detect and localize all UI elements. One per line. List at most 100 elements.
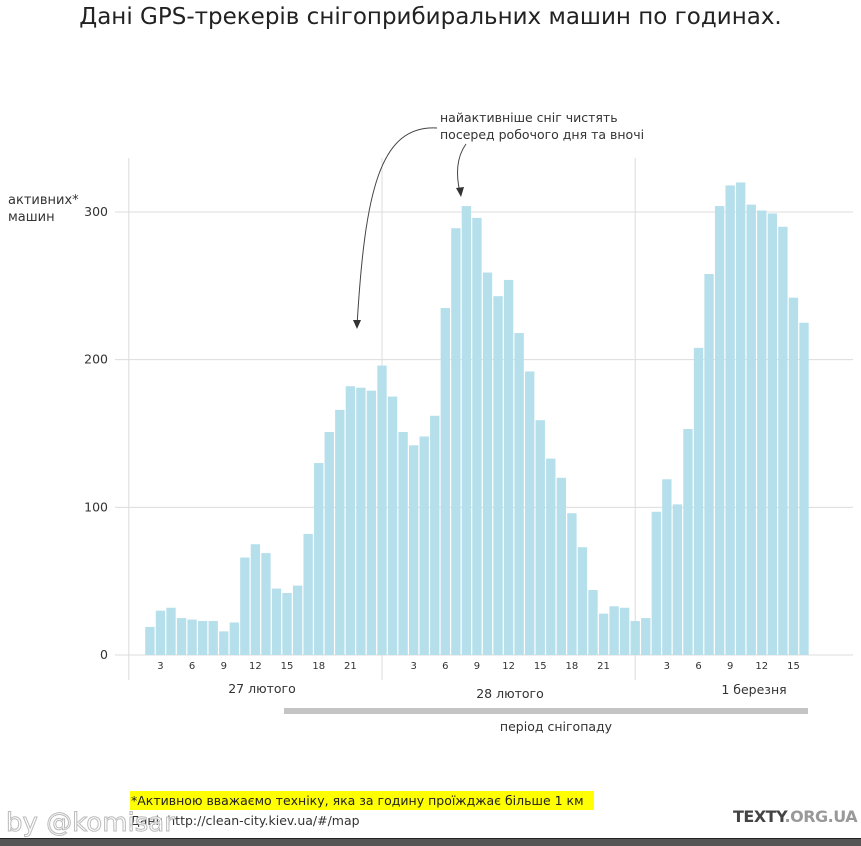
x-tick-label: 3 <box>157 661 163 672</box>
bar <box>609 606 619 655</box>
bar <box>714 206 725 656</box>
x-tick-label: 9 <box>221 661 227 672</box>
bar <box>672 504 683 655</box>
x-tick-label: 6 <box>695 661 701 672</box>
x-tick-label: 9 <box>727 661 733 672</box>
texty-logo: TEXTY.ORG.UA <box>733 807 858 826</box>
bar <box>250 544 261 655</box>
bottom-strip <box>0 838 861 846</box>
bar <box>788 297 799 655</box>
bar <box>746 204 756 655</box>
bar <box>778 226 788 655</box>
bar <box>261 553 271 655</box>
bar <box>240 557 250 655</box>
x-tick-label: 21 <box>597 661 610 672</box>
y-tick-label: 300 <box>84 204 108 219</box>
bar <box>693 347 704 655</box>
bar <box>451 228 461 655</box>
x-tick-label: 3 <box>664 661 670 672</box>
x-tick-label: 3 <box>410 661 416 672</box>
y-axis-label-line-2: машин <box>8 210 55 225</box>
y-tick-label: 0 <box>100 647 108 662</box>
x-tick-label: 15 <box>534 661 547 672</box>
bar <box>577 547 588 655</box>
bar <box>619 607 630 655</box>
annotation-line-2: посеред робочого дня та вночі <box>440 127 644 142</box>
x-tick-label: 18 <box>566 661 579 672</box>
y-axis-label-line-1: активних* <box>8 193 79 208</box>
bar <box>482 272 493 655</box>
chart-title: Дані GPS-трекерів снігоприбиральних маши… <box>79 4 782 30</box>
footnote: *Активною вважаємо техніку, яка за годин… <box>130 791 594 810</box>
bar <box>430 415 440 655</box>
bar <box>725 185 735 655</box>
bar <box>208 621 218 655</box>
bar <box>546 458 556 655</box>
bar <box>651 511 661 655</box>
annotation-arrowhead-right <box>456 187 464 197</box>
bar <box>145 626 155 655</box>
bar <box>440 307 450 655</box>
bar <box>567 513 577 655</box>
x-tick-label: 6 <box>442 661 448 672</box>
y-tick-label: 100 <box>84 499 108 514</box>
bar <box>493 296 503 655</box>
x-tick-label: 12 <box>755 661 768 672</box>
bar <box>187 619 197 655</box>
y-tick-label: 200 <box>84 352 108 367</box>
day-label: 27 лютого <box>228 681 296 696</box>
bar <box>683 429 693 655</box>
bar <box>704 274 714 655</box>
bar <box>155 610 166 655</box>
bar <box>324 432 334 655</box>
bar <box>303 533 313 655</box>
data-source: Дані: http://clean-city.kiev.ua/#/map <box>130 813 360 828</box>
bar <box>271 588 282 655</box>
x-tick-label: 15 <box>281 661 294 672</box>
bar <box>219 631 229 655</box>
x-tick-label: 21 <box>344 661 357 672</box>
annotation-arrow-right <box>457 143 467 194</box>
annotation-arrowhead-left <box>353 320 361 329</box>
bar <box>335 409 345 655</box>
x-tick-label: 12 <box>249 661 262 672</box>
bar <box>345 386 356 655</box>
bar <box>641 618 651 655</box>
bar <box>535 420 545 655</box>
bar <box>630 621 640 655</box>
bar <box>166 607 176 655</box>
bar <box>377 365 387 655</box>
bar <box>662 479 672 655</box>
annotation-line-1: найактивніше сніг чистять <box>440 110 618 125</box>
x-tick-label: 12 <box>502 661 515 672</box>
day-label: 1 березня <box>721 682 786 697</box>
bar <box>314 463 324 655</box>
bar <box>419 436 429 655</box>
day-label: 28 лютого <box>476 686 544 701</box>
bar <box>767 213 778 655</box>
x-tick-label: 15 <box>787 661 800 672</box>
bar <box>799 322 809 655</box>
bar <box>514 333 524 655</box>
bar <box>229 622 239 655</box>
bar <box>356 387 366 655</box>
bar <box>525 371 535 655</box>
bar <box>387 396 398 655</box>
x-tick-label: 6 <box>189 661 195 672</box>
bar <box>598 613 609 655</box>
bar <box>197 621 208 655</box>
bar <box>736 182 746 655</box>
bar <box>588 590 598 655</box>
x-tick-label: 9 <box>474 661 480 672</box>
watermark: by @komisar <box>6 808 176 839</box>
annotation-arrow-left <box>356 127 438 327</box>
bar <box>398 432 408 655</box>
bar <box>292 585 303 655</box>
snowfall-period-bar <box>284 708 808 714</box>
bar <box>556 477 567 655</box>
bar <box>757 210 767 655</box>
bar <box>176 618 187 655</box>
x-tick-label: 18 <box>312 661 325 672</box>
bar <box>366 390 377 655</box>
